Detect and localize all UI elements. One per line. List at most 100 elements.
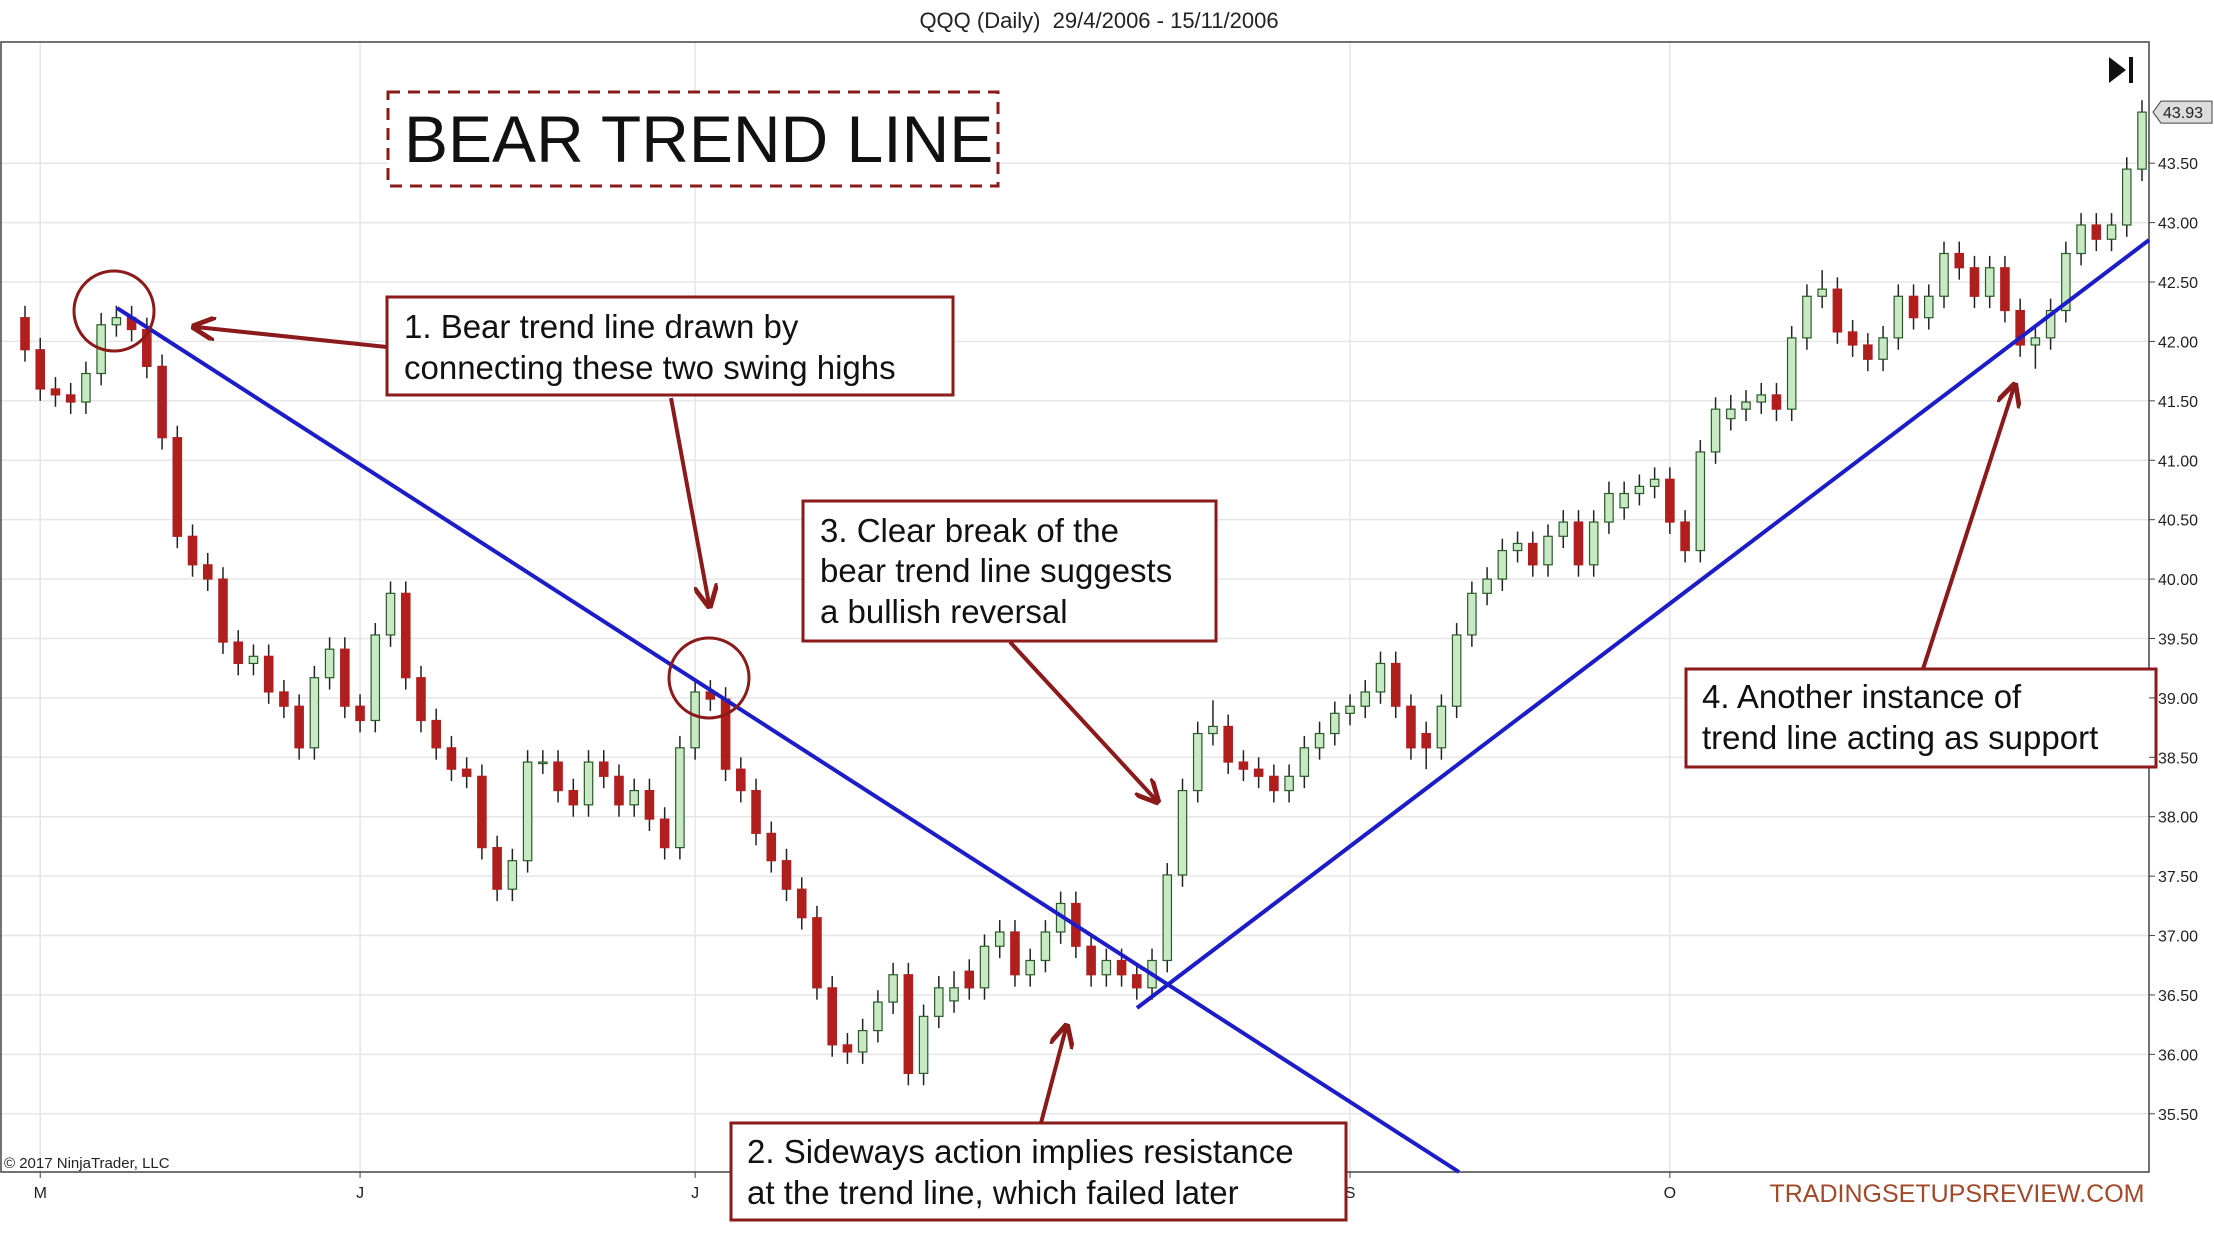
candle-body — [1893, 295, 1904, 339]
candle-body — [1710, 408, 1721, 453]
candle-body — [1162, 874, 1173, 962]
candle-body — [279, 691, 289, 707]
candle-body — [202, 564, 213, 580]
candle-body — [2076, 224, 2086, 255]
candle-body — [1512, 542, 1523, 552]
candle-body — [172, 437, 183, 537]
arrow — [1921, 387, 2014, 670]
candle-body — [2106, 224, 2117, 240]
candle-body — [111, 317, 122, 326]
candle-body — [1725, 408, 1736, 420]
candle-body — [1741, 401, 1751, 410]
last-price-tag — [2152, 100, 2213, 124]
candle-body — [1984, 267, 1995, 297]
candle-body — [1299, 747, 1310, 777]
candle-body — [949, 987, 959, 1002]
chart-title: QQQ (Daily) 29/4/2006 - 15/11/2006 — [919, 8, 1278, 33]
arrow — [1039, 1028, 1066, 1124]
candle-body — [324, 648, 335, 679]
candle-body — [1695, 451, 1706, 552]
candle-body — [248, 655, 259, 665]
candle-body — [2137, 111, 2147, 170]
x-tick-label: M — [34, 1185, 47, 1202]
candle-body — [812, 917, 822, 989]
candle-body — [1192, 732, 1203, 792]
candle-body — [690, 691, 700, 749]
candle-body — [309, 677, 320, 749]
candle-body — [918, 1015, 929, 1074]
candle-body — [1847, 331, 1858, 346]
candle-body — [1923, 295, 1934, 319]
arrows — [196, 327, 2014, 1124]
y-tick-label: 36.50 — [2158, 988, 2198, 1005]
y-tick-label: 40.50 — [2158, 513, 2198, 530]
y-tick-label: 35.50 — [2158, 1107, 2198, 1124]
candle-body — [1284, 775, 1294, 792]
y-tick-label: 37.00 — [2158, 929, 2198, 946]
candle-body — [796, 888, 807, 919]
x-tick-label: J — [691, 1185, 699, 1202]
candle-body — [370, 634, 381, 722]
candles — [20, 100, 2147, 1086]
candle-body — [1786, 337, 1797, 410]
candle-body — [1390, 662, 1401, 707]
callout-box — [385, 295, 955, 397]
candle-body — [857, 1030, 868, 1053]
candle-body — [431, 719, 442, 749]
end-button[interactable] — [2109, 57, 2133, 83]
candle-body — [614, 775, 624, 806]
callout-box — [1684, 667, 2158, 769]
candle-body — [1604, 492, 1614, 523]
candle-body — [461, 768, 472, 777]
candle-body — [1665, 478, 1675, 523]
candle-body — [1238, 761, 1249, 770]
candle-body — [751, 789, 761, 834]
arrow — [1008, 640, 1156, 800]
candle-body — [629, 789, 639, 806]
swing-high-circle — [72, 269, 156, 353]
candle-body — [2015, 309, 2025, 346]
candle-body — [1832, 288, 1843, 333]
candle-body — [2000, 267, 2010, 312]
candle-body — [1406, 705, 1416, 749]
candle-body — [233, 641, 244, 665]
candle-body — [2045, 309, 2056, 339]
y-tick-label: 37.50 — [2158, 869, 2198, 886]
candle-body — [1177, 789, 1188, 876]
y-tick-label: 41.50 — [2158, 394, 2198, 411]
candle-body — [1908, 295, 1919, 319]
candle-body — [675, 747, 685, 849]
candle-body — [2121, 168, 2132, 226]
candle-body — [1817, 288, 1827, 297]
candle-body — [2091, 224, 2102, 240]
candle-body — [1314, 732, 1325, 749]
callout-text: 1. Bear trend line drawn by — [404, 308, 799, 345]
candle-body — [218, 578, 228, 643]
candle-body — [1101, 959, 1112, 976]
candle-body — [1451, 634, 1462, 707]
y-tick-label: 39.50 — [2158, 631, 2198, 648]
callout-text: bear trend line suggests — [820, 552, 1172, 589]
candle-body — [1025, 959, 1035, 976]
heading: BEAR TREND LINE — [404, 102, 993, 176]
y-tick-label: 40.00 — [2158, 572, 2198, 589]
candle-body — [1756, 394, 1767, 403]
y-tick-label: 42.00 — [2158, 334, 2198, 351]
candle-body — [1878, 337, 1888, 360]
candle-body — [2030, 337, 2041, 346]
candle-body — [842, 1044, 853, 1053]
callout-box — [801, 499, 1218, 643]
candle-body — [1253, 768, 1264, 777]
candle-body — [1771, 394, 1782, 410]
last-price-label: 43.93 — [2163, 105, 2203, 122]
callout-text: 2. Sideways action implies resistance — [747, 1133, 1294, 1170]
callout-text: trend line acting as support — [1702, 719, 2098, 756]
y-tick-label: 43.50 — [2158, 156, 2198, 173]
candle-body — [1497, 549, 1508, 580]
copyright: © 2017 NinjaTrader, LLC — [4, 1155, 170, 1172]
candle-body — [1863, 344, 1873, 360]
candle-body — [934, 987, 944, 1017]
candle-body — [644, 789, 655, 820]
candle-body — [1954, 252, 1965, 269]
